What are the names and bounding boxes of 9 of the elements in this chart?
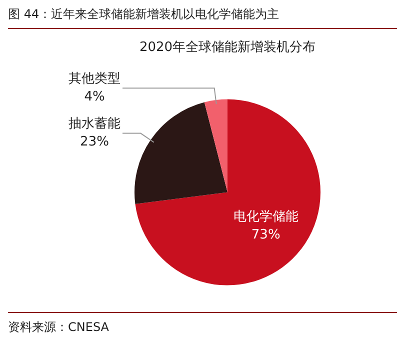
slice-label: 其他类型 bbox=[68, 72, 120, 87]
data-label: 4% bbox=[84, 90, 105, 105]
chart-subtitle: 2020年全球储能新增装机分布 bbox=[139, 40, 316, 56]
slice-label: 电化学储能 bbox=[233, 210, 298, 224]
data-label: 23% bbox=[80, 134, 109, 150]
data-label: 73% bbox=[251, 228, 280, 242]
slice-label: 抽水蓄能 bbox=[68, 116, 120, 132]
text: 资料来源：CNESA bbox=[8, 319, 110, 336]
chart-title: 图 44：近年来全球储能新增装机以电化学储能为主 bbox=[8, 6, 397, 29]
